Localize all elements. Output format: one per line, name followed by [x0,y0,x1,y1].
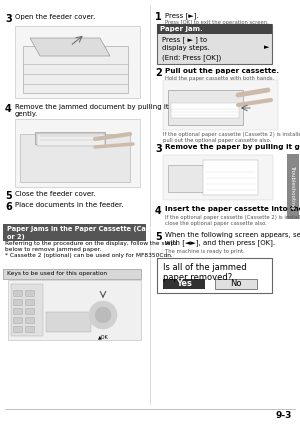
Bar [15,26,140,98]
FancyBboxPatch shape [26,326,34,332]
FancyBboxPatch shape [14,318,22,324]
Text: 3: 3 [5,14,12,24]
Text: No: No [230,279,242,288]
Bar [157,24,272,64]
Text: 1: 1 [155,12,162,22]
Text: Paper jam.: Paper jam. [160,25,203,31]
Bar [23,46,128,93]
Text: ▲OK: ▲OK [98,334,108,339]
Bar [163,279,205,289]
Text: 5: 5 [155,232,162,242]
Text: Is all of the jammed: Is all of the jammed [163,263,247,272]
Bar [168,90,243,125]
Text: Remove the paper by pulling it gently.: Remove the paper by pulling it gently. [165,144,300,150]
Text: Hold the paper cassette with both hands.: Hold the paper cassette with both hands. [165,76,274,81]
FancyBboxPatch shape [26,309,34,315]
Text: Insert the paper cassette into the machine.: Insert the paper cassette into the machi… [165,206,300,212]
Text: Place documents in the feeder.: Place documents in the feeder. [15,202,124,208]
Bar [46,312,91,332]
Text: 4: 4 [155,206,162,216]
Text: 3: 3 [155,144,162,154]
Text: 4: 4 [5,104,12,114]
Bar [163,80,278,130]
Text: paper removed?: paper removed? [163,273,232,282]
Text: Press [ ► ] to: Press [ ► ] to [162,36,207,43]
FancyBboxPatch shape [26,299,34,306]
Bar [157,24,272,34]
FancyBboxPatch shape [14,290,22,296]
Bar [3,269,141,279]
Bar [287,154,299,219]
FancyBboxPatch shape [26,318,34,324]
Bar [35,132,105,144]
Text: Paper Jams in the Paper Cassette (Cassette 1
or 2): Paper Jams in the Paper Cassette (Casset… [7,226,176,240]
Bar [171,103,239,118]
Text: (End: Press [OK]): (End: Press [OK]) [162,54,221,61]
Text: ►: ► [264,44,269,50]
Text: Troubleshooting: Troubleshooting [290,165,296,208]
FancyBboxPatch shape [26,290,34,296]
Text: display steps.: display steps. [162,45,210,51]
Text: 5: 5 [5,191,12,201]
Text: If the optional paper cassette (Cassette 2) is installed in MF8350Cdn,
pull out : If the optional paper cassette (Cassette… [163,132,300,143]
Polygon shape [30,38,110,56]
Circle shape [89,301,117,329]
Bar [203,160,258,195]
Bar [157,258,272,293]
Text: Press [►].: Press [►]. [165,12,199,19]
Bar [215,279,257,289]
Text: When the following screen appears, select <Yes>
with [◄►], and then press [OK].: When the following screen appears, selec… [165,232,300,246]
Text: Close the feeder cover.: Close the feeder cover. [15,191,96,197]
FancyBboxPatch shape [14,309,22,315]
Bar [15,119,140,187]
Bar [3,224,146,241]
Bar [20,134,130,182]
Text: 2: 2 [155,68,162,78]
Circle shape [95,307,111,323]
FancyBboxPatch shape [14,299,22,306]
Text: 9-3: 9-3 [276,411,292,420]
Bar [37,134,105,146]
Bar [8,280,141,340]
Bar [168,165,228,192]
Text: If the optional paper cassette (Cassette 2) is installed in MF8350Cdn,
close the: If the optional paper cassette (Cassette… [165,215,300,226]
Text: Referring to the procedure on the display, follow the steps
below to remove jamm: Referring to the procedure on the displa… [5,241,177,258]
Text: Open the feeder cover.: Open the feeder cover. [15,14,95,20]
FancyBboxPatch shape [14,326,22,332]
Text: 6: 6 [5,202,12,212]
Text: The machine is ready to print.: The machine is ready to print. [165,249,245,254]
Bar [163,155,273,200]
Text: Pull out the paper cassette.: Pull out the paper cassette. [165,68,279,74]
Bar [11,284,43,336]
Text: Remove the jammed document by pulling it
gently.: Remove the jammed document by pulling it… [15,104,169,117]
Text: Press [OK] to exit the operation screen.: Press [OK] to exit the operation screen. [165,20,269,25]
Text: Yes: Yes [176,279,192,288]
Text: Keys to be used for this operation: Keys to be used for this operation [7,271,107,276]
